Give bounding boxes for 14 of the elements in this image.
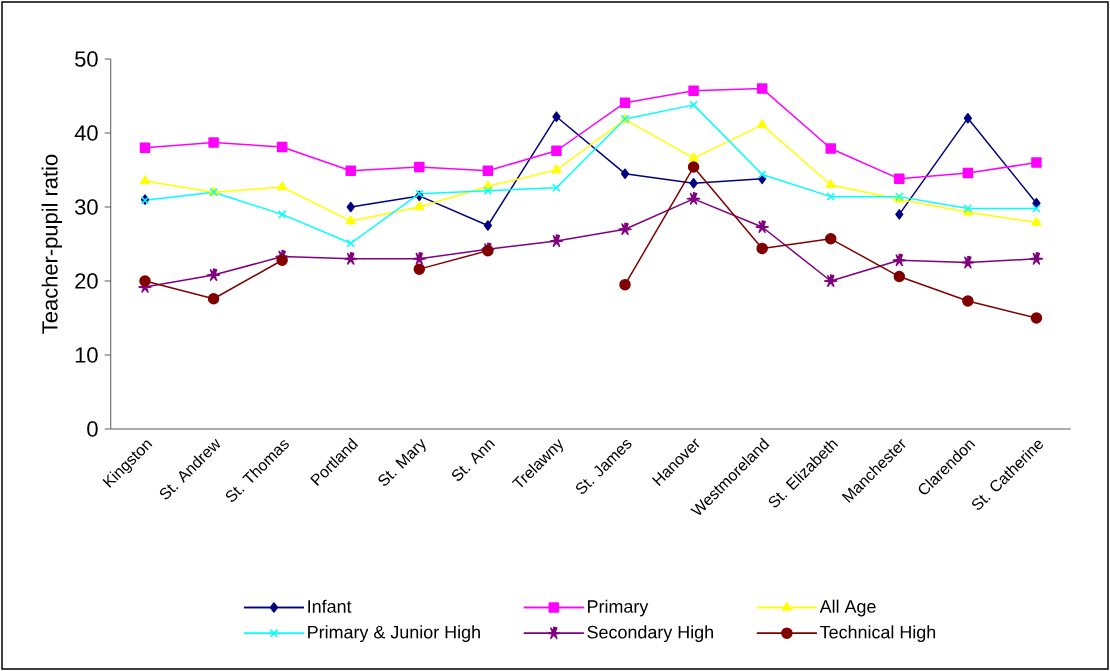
y-axis-title: Teacher-pupil ratio <box>41 154 63 334</box>
y-tick-label: 10 <box>75 347 98 363</box>
legend-label: Technical High <box>820 625 936 643</box>
y-tick-label: 0 <box>87 421 98 437</box>
y-tick-label: 30 <box>75 199 98 215</box>
y-tick-label: 40 <box>74 125 98 141</box>
legend-label: Secondary High <box>587 625 713 643</box>
y-tick-label: 20 <box>75 273 98 289</box>
x-tick-label: St. Ann <box>451 440 495 481</box>
legend-label: Primary & Junior High <box>308 625 480 643</box>
legend-label: All Age <box>819 599 876 617</box>
y-tick-label: 50 <box>75 51 98 67</box>
legend-label: Primary <box>588 599 649 617</box>
legend-label: Infant <box>308 599 352 613</box>
